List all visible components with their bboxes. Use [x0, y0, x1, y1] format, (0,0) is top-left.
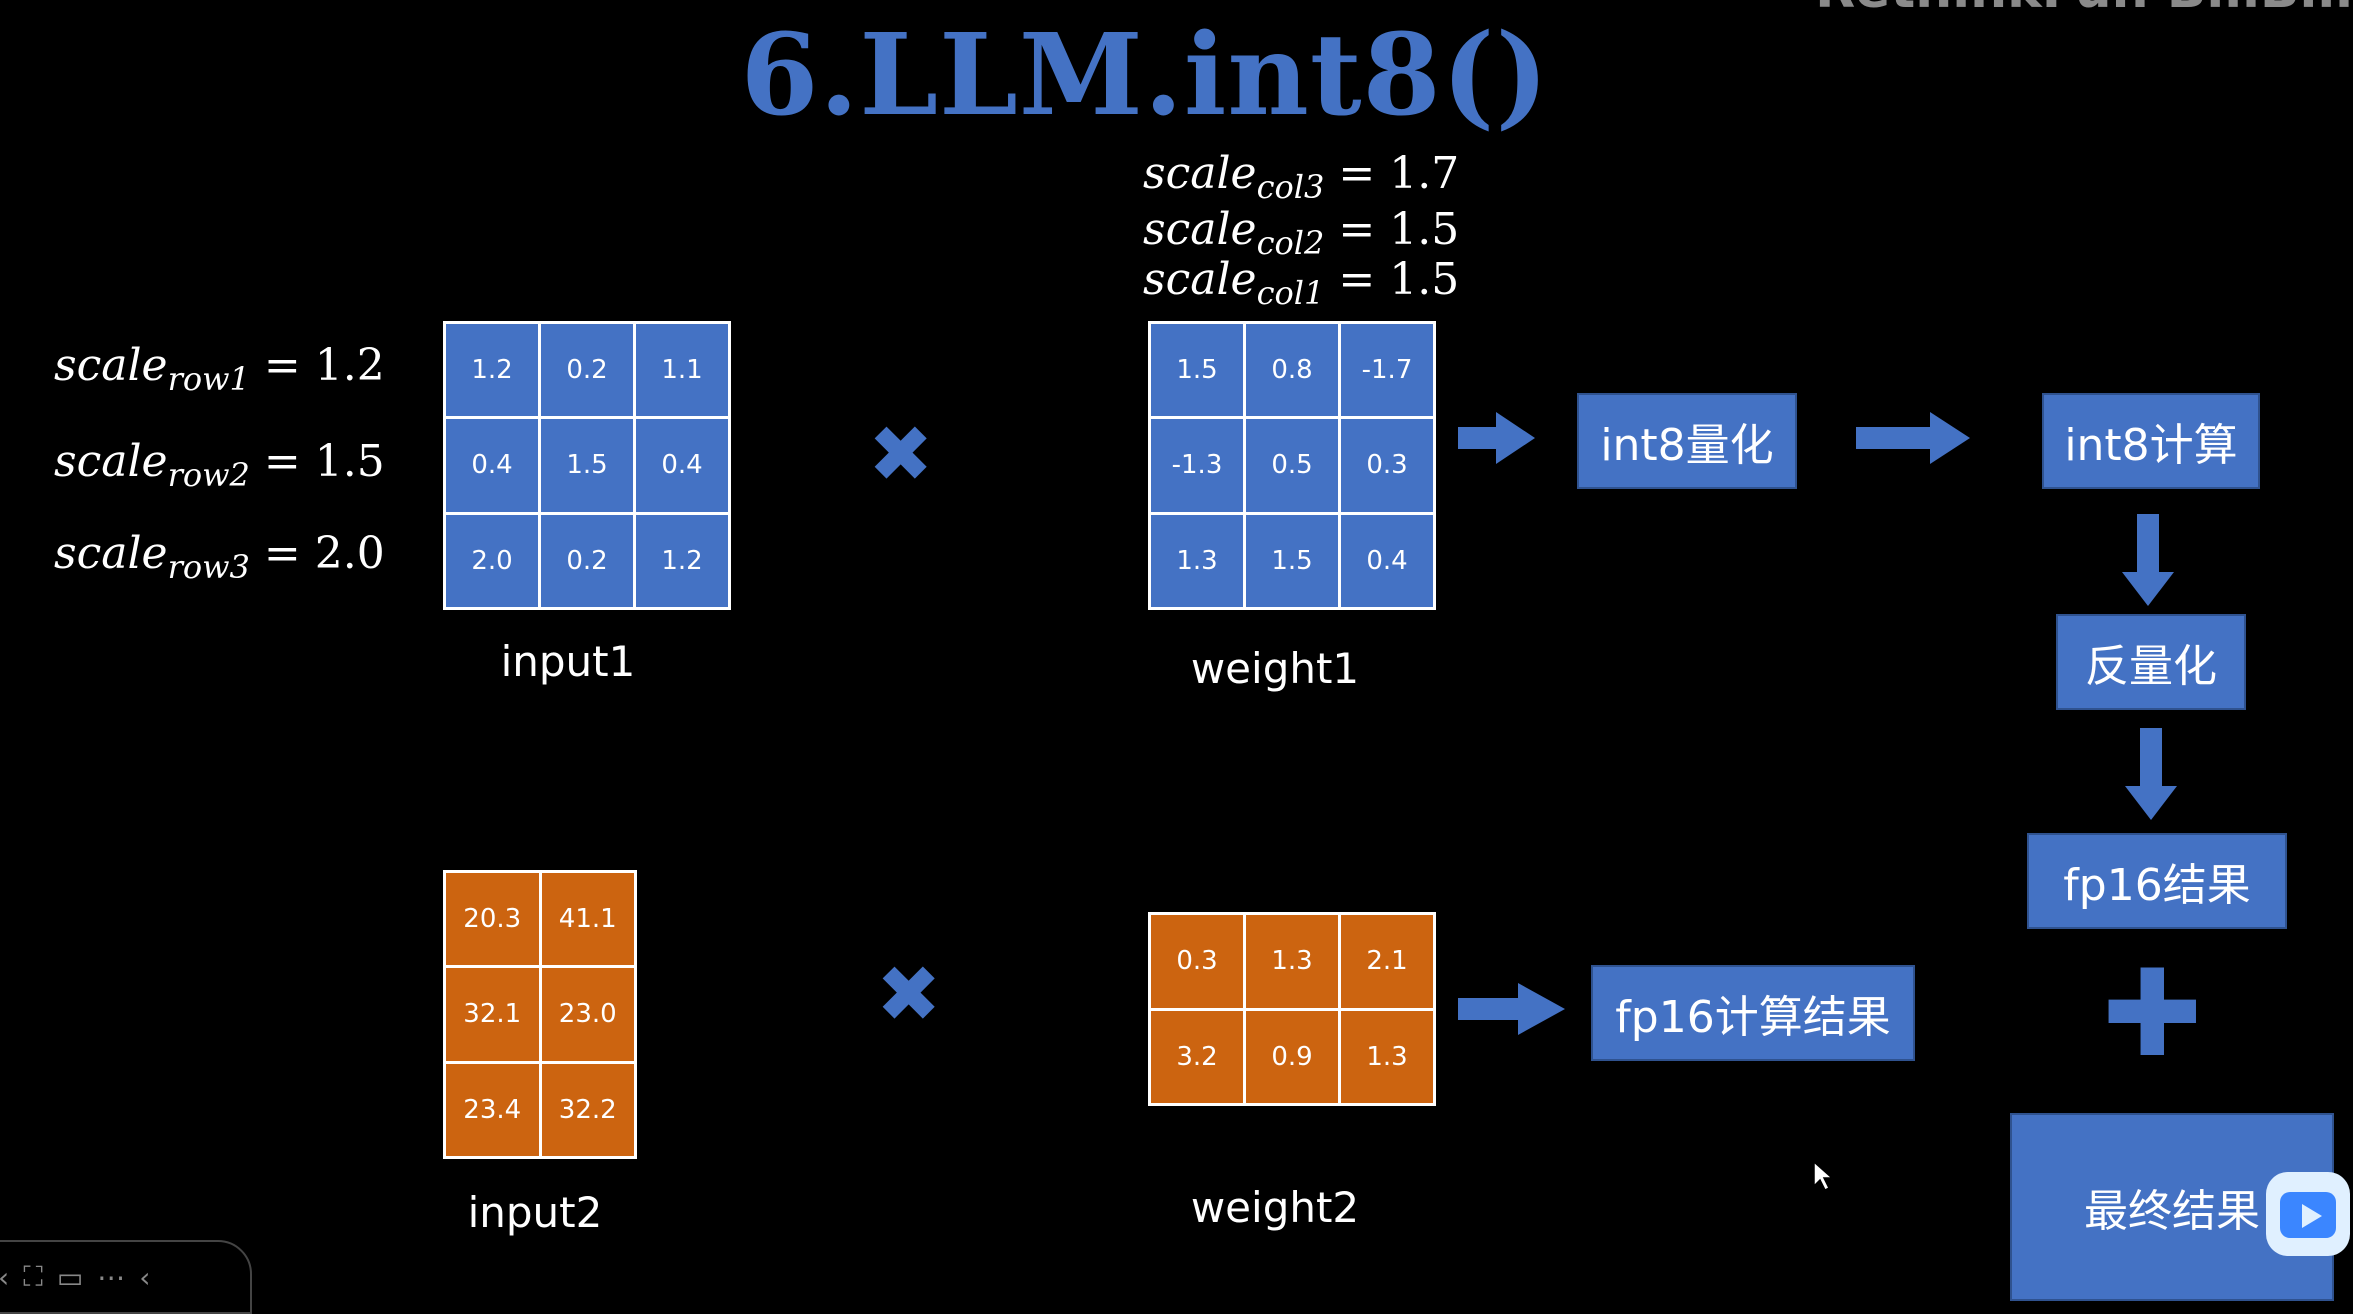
- row-scale-2-name: scale: [54, 436, 168, 487]
- matrix-cell: -1.3: [1151, 419, 1243, 512]
- matrix-cell: 1.2: [446, 324, 538, 417]
- col-scale-2: scalecol2 = 1.5: [1143, 204, 1459, 262]
- matrix-cell: 1.5: [541, 419, 633, 512]
- weight1-matrix: 1.5 0.8 -1.7 -1.3 0.5 0.3 1.3 1.5 0.4: [1148, 321, 1436, 610]
- col-scale-1: scalecol1 = 1.5: [1143, 254, 1459, 312]
- watermark: RethinkFun BiliBili: [1815, 0, 2353, 20]
- matrix-cell: 1.3: [1246, 915, 1338, 1008]
- screenshot-icon[interactable]: ⛶: [23, 1260, 43, 1293]
- col-scale-3-name: scale: [1143, 148, 1257, 199]
- mouse-cursor-icon: [1813, 1160, 1834, 1192]
- matrix-cell: 1.3: [1151, 514, 1243, 607]
- col-scale-1-value: = 1.5: [1338, 254, 1460, 305]
- arrow-down-icon: [2122, 514, 2174, 606]
- chevron-left-icon[interactable]: ‹: [0, 1261, 9, 1294]
- input2-label: input2: [467, 1188, 603, 1237]
- row-scale-2-sub: row2: [167, 456, 250, 494]
- matrix-cell: -1.7: [1341, 324, 1433, 417]
- matrix-cell: 0.8: [1246, 324, 1338, 417]
- fp16-compute-result-box: fp16计算结果: [1591, 965, 1915, 1061]
- row-scale-1: scalerow1 = 1.2: [54, 340, 385, 398]
- bilibili-play-icon[interactable]: [2266, 1172, 2350, 1256]
- matrix-cell: 32.2: [541, 1063, 634, 1156]
- matrix-cell: 0.4: [636, 419, 728, 512]
- int8-quantize-box: int8量化: [1577, 393, 1797, 489]
- weight1-label: weight1: [1190, 644, 1360, 693]
- matrix-cell: 41.1: [541, 873, 634, 966]
- matrix-cell: 1.2: [636, 514, 728, 607]
- row-scale-2: scalerow2 = 1.5: [54, 436, 385, 494]
- row-scale-2-value: = 1.5: [263, 436, 385, 487]
- matrix-cell: 0.2: [541, 514, 633, 607]
- row-scale-3-value: = 2.0: [263, 528, 385, 579]
- matrix-cell: 0.3: [1151, 915, 1243, 1008]
- col-scale-2-value: = 1.5: [1338, 204, 1460, 255]
- row-scale-3: scalerow3 = 2.0: [54, 528, 385, 586]
- play-icon: [2280, 1192, 2336, 1238]
- arrow-down-icon: [2125, 728, 2177, 820]
- matrix-cell: 23.0: [541, 968, 634, 1061]
- matrix-cell: 0.3: [1341, 419, 1433, 512]
- input1-label: input1: [500, 637, 636, 686]
- matrix-cell: 1.3: [1341, 1010, 1433, 1103]
- plus-icon: ✚: [2102, 945, 2203, 1084]
- matrix-cell: 2.0: [446, 514, 538, 607]
- camera-icon[interactable]: ▭: [56, 1260, 84, 1294]
- row-scale-3-name: scale: [54, 528, 168, 579]
- slide-title: 6.LLM.int8(): [740, 10, 1550, 141]
- weight2-label: weight2: [1190, 1183, 1360, 1232]
- matrix-cell: 32.1: [446, 968, 539, 1061]
- more-icon[interactable]: ⋯: [97, 1260, 126, 1294]
- col-scale-2-sub: col2: [1256, 224, 1325, 262]
- matrix-cell: 0.4: [446, 419, 538, 512]
- matrix-cell: 0.9: [1246, 1010, 1338, 1103]
- multiply-icon: ✖: [868, 410, 934, 500]
- fp16-result-box: fp16结果: [2027, 833, 2287, 929]
- dequantize-box: 反量化: [2056, 614, 2246, 710]
- arrow-right-icon: [1856, 412, 1970, 464]
- back-icon[interactable]: ‹: [139, 1260, 151, 1294]
- row-scale-1-sub: row1: [167, 360, 250, 398]
- col-scale-3-sub: col3: [1256, 168, 1325, 206]
- player-toolbar: ‹ ⛶ ▭ ⋯ ‹: [0, 1240, 252, 1314]
- matrix-cell: 20.3: [446, 873, 539, 966]
- input1-matrix: 1.2 0.2 1.1 0.4 1.5 0.4 2.0 0.2 1.2: [443, 321, 731, 610]
- matrix-cell: 3.2: [1151, 1010, 1243, 1103]
- arrow-right-icon: [1458, 412, 1535, 464]
- row-scale-3-sub: row3: [167, 548, 250, 586]
- arrow-right-icon: [1458, 983, 1565, 1035]
- col-scale-3: scalecol3 = 1.7: [1143, 148, 1459, 206]
- col-scale-1-name: scale: [1143, 254, 1257, 305]
- input2-matrix: 20.3 41.1 32.1 23.0 23.4 32.2: [443, 870, 637, 1159]
- int8-compute-box: int8计算: [2042, 393, 2260, 489]
- col-scale-3-value: = 1.7: [1338, 148, 1460, 199]
- matrix-cell: 0.2: [541, 324, 633, 417]
- matrix-cell: 2.1: [1341, 915, 1433, 1008]
- matrix-cell: 1.1: [636, 324, 728, 417]
- matrix-cell: 1.5: [1151, 324, 1243, 417]
- weight2-matrix: 0.3 1.3 2.1 3.2 0.9 1.3: [1148, 912, 1436, 1106]
- row-scale-1-value: = 1.2: [263, 340, 385, 391]
- matrix-cell: 1.5: [1246, 514, 1338, 607]
- multiply-icon: ✖: [876, 950, 942, 1040]
- col-scale-2-name: scale: [1143, 204, 1257, 255]
- matrix-cell: 0.4: [1341, 514, 1433, 607]
- row-scale-1-name: scale: [54, 340, 168, 391]
- matrix-cell: 23.4: [446, 1063, 539, 1156]
- matrix-cell: 0.5: [1246, 419, 1338, 512]
- col-scale-1-sub: col1: [1256, 274, 1325, 312]
